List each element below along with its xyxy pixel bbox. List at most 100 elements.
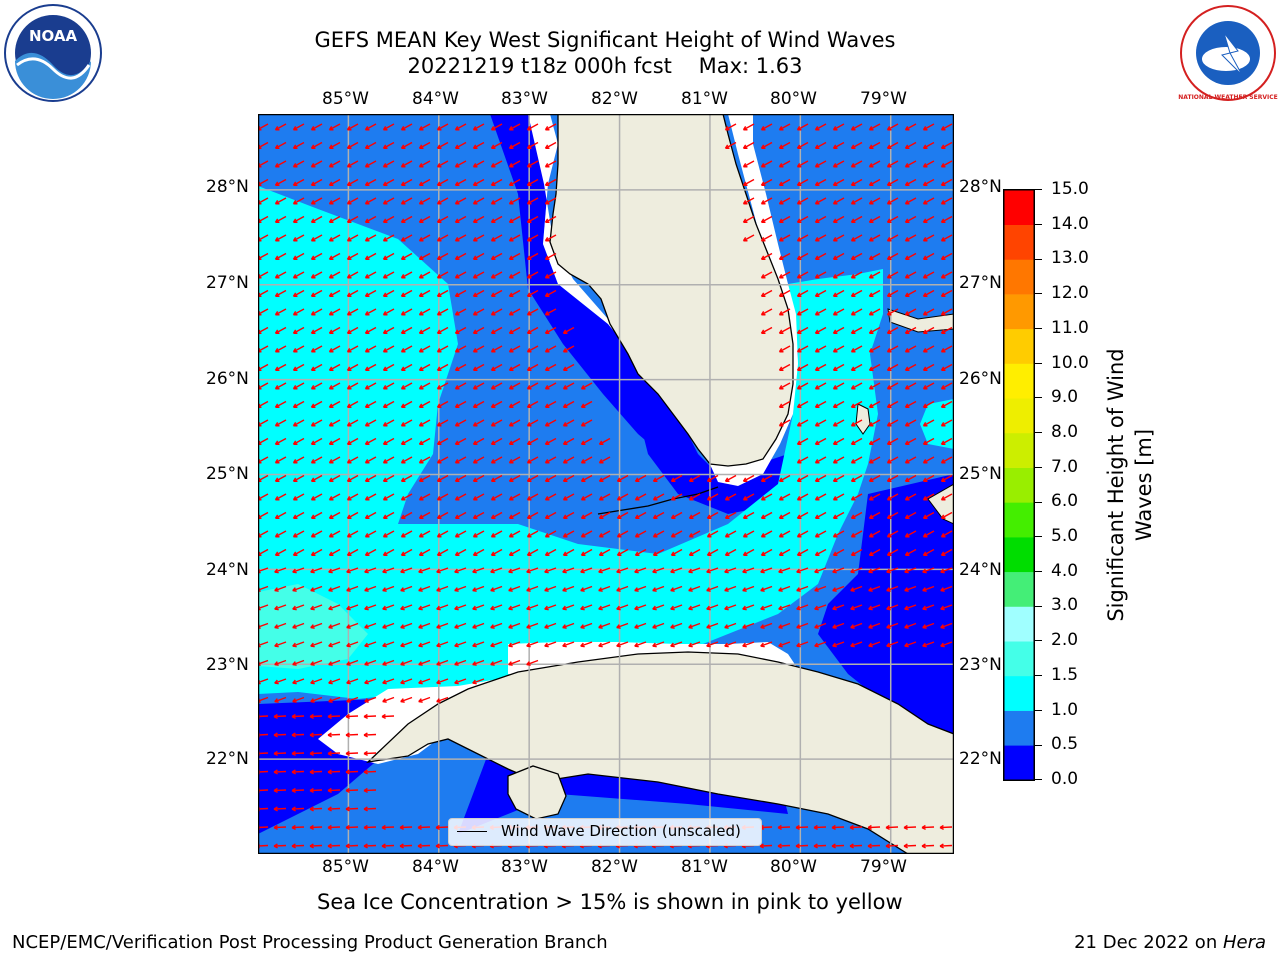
wind-arrow <box>418 289 431 297</box>
wind-arrow <box>328 234 341 242</box>
wind-arrow <box>490 659 503 666</box>
wind-arrow <box>310 456 323 464</box>
colorbar-tick-label: 3.0 <box>1051 595 1079 616</box>
wind-arrow <box>688 530 701 538</box>
wind-arrow <box>327 713 341 719</box>
wind-arrow <box>742 567 755 574</box>
wind-arrow <box>490 252 503 260</box>
wind-arrow <box>814 289 827 297</box>
wind-arrow <box>382 585 395 592</box>
wind-arrow <box>274 400 287 408</box>
wind-arrow <box>472 271 485 279</box>
wind-arrow <box>544 474 557 482</box>
wind-arrow <box>526 437 539 445</box>
wind-arrow <box>418 178 431 186</box>
wind-arrow <box>796 493 809 501</box>
wind-arrow <box>868 567 881 574</box>
wind-arrow <box>868 419 881 427</box>
wind-arrow <box>868 400 881 408</box>
wind-arrow <box>760 585 773 592</box>
wind-arrow <box>886 345 899 353</box>
wind-arrow <box>562 530 575 538</box>
wind-arrow <box>796 530 809 538</box>
colorbar-swatch <box>1004 502 1034 538</box>
colorbar-tick-label: 6.0 <box>1051 491 1079 512</box>
wind-arrow <box>310 400 323 408</box>
wind-arrow <box>436 530 449 538</box>
wind-arrow <box>382 419 395 427</box>
wind-arrow <box>814 511 827 519</box>
wind-arrow <box>634 622 647 629</box>
wind-arrow <box>292 400 305 408</box>
wind-arrow <box>490 493 503 501</box>
wind-arrow <box>562 456 575 464</box>
wind-arrow <box>364 437 377 445</box>
wind-arrow <box>562 548 575 556</box>
wind-arrow <box>904 197 917 205</box>
wind-arrow <box>400 197 413 205</box>
wind-arrow <box>922 604 935 611</box>
wind-arrow <box>850 197 863 205</box>
wind-arrow <box>634 474 647 482</box>
wind-arrow <box>454 511 467 519</box>
wind-arrow <box>940 197 953 205</box>
wind-arrow <box>472 382 485 390</box>
wind-arrow <box>832 215 845 223</box>
wind-arrow <box>904 123 917 131</box>
wind-arrow <box>490 345 503 353</box>
footer-credit: NCEP/EMC/Verification Post Processing Pr… <box>12 932 608 953</box>
wind-arrow <box>472 622 485 629</box>
wind-arrow <box>940 345 953 353</box>
wind-arrow <box>814 271 827 279</box>
wind-arrow <box>274 345 287 353</box>
colorbar-tick-mark <box>1035 709 1042 711</box>
wind-arrow <box>508 160 521 168</box>
wind-arrow <box>850 548 863 556</box>
wind-arrow <box>814 474 827 482</box>
wind-arrow <box>310 511 323 519</box>
wind-arrow <box>436 160 449 168</box>
wind-arrow <box>490 548 503 556</box>
wind-arrow <box>328 400 341 408</box>
colorbar-tick-label: 5.0 <box>1051 526 1079 547</box>
wind-arrow <box>292 363 305 371</box>
wind-arrow <box>327 750 341 756</box>
wind-arrow <box>832 567 845 574</box>
wind-arrow <box>544 197 557 205</box>
wind-arrow <box>292 345 305 353</box>
wind-arrow <box>454 215 467 223</box>
wind-arrow <box>418 308 431 316</box>
wind-arrow <box>436 215 449 223</box>
wind-arrow <box>418 696 431 703</box>
wind-arrow <box>652 530 665 538</box>
wind-arrow <box>814 604 827 611</box>
wind-arrow <box>886 363 899 371</box>
wind-arrow <box>886 419 899 427</box>
wind-arrow <box>616 622 629 629</box>
wind-arrow <box>796 289 809 297</box>
wind-arrow <box>400 456 413 464</box>
colorbar-swatch <box>1004 432 1034 468</box>
wind-arrow <box>274 641 287 648</box>
wind-arrow <box>544 178 557 186</box>
wind-arrow <box>922 493 935 501</box>
wind-arrow <box>328 197 341 205</box>
wind-arrow <box>292 234 305 242</box>
wind-arrow <box>274 234 287 242</box>
colorbar-tick-mark <box>1035 605 1042 607</box>
wind-arrow <box>706 622 719 629</box>
lat-left-label: 22°N <box>206 749 249 769</box>
map-title: GEFS MEAN Key West Significant Height of… <box>240 27 970 79</box>
wind-arrow <box>381 843 395 849</box>
wind-arrow <box>274 141 287 149</box>
wind-arrow <box>544 252 557 260</box>
wind-arrow <box>291 732 305 738</box>
wind-arrow <box>760 289 773 297</box>
wind-arrow <box>814 456 827 464</box>
wind-arrow <box>832 641 845 648</box>
wind-arrow <box>309 769 323 775</box>
wind-arrow <box>814 363 827 371</box>
colorbar-tick-mark <box>1035 258 1042 260</box>
wind-arrow <box>598 585 611 592</box>
wind-arrow <box>742 197 755 205</box>
